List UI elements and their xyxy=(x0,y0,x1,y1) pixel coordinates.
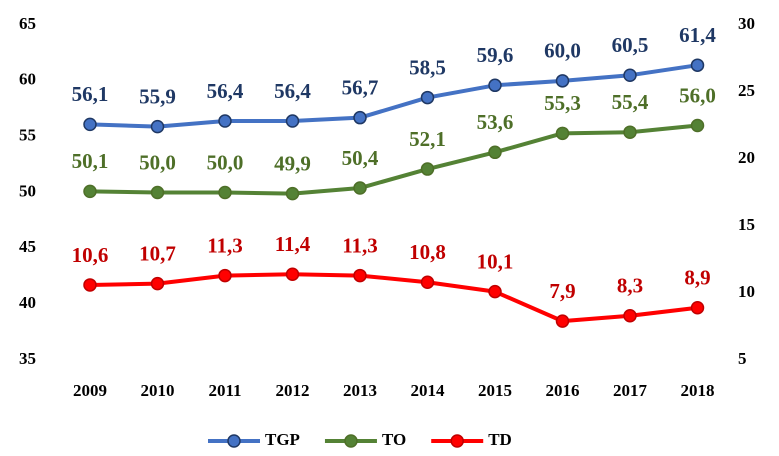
data-point xyxy=(218,268,232,283)
data-point xyxy=(690,300,705,315)
data-label: 56,4 xyxy=(274,79,311,103)
series-line xyxy=(89,123,698,196)
legend-label: TD xyxy=(488,430,512,449)
data-point xyxy=(488,78,502,93)
data-label: 50,1 xyxy=(72,149,109,173)
data-point xyxy=(690,118,705,133)
data-point xyxy=(218,114,232,128)
y2-tick-label: 20 xyxy=(738,148,755,167)
x-tick-label: 2010 xyxy=(141,381,175,400)
data-point xyxy=(150,185,165,200)
series-line xyxy=(89,63,698,129)
data-label: 56,4 xyxy=(207,79,244,103)
data-label: 10,6 xyxy=(72,243,109,267)
data-point xyxy=(285,267,300,281)
data-label: 50,0 xyxy=(207,150,244,174)
y2-tick-label: 5 xyxy=(738,349,747,368)
x-tick-label: 2011 xyxy=(208,381,241,400)
data-label: 11,3 xyxy=(207,233,243,257)
y-tick-label: 45 xyxy=(19,237,36,256)
data-label: 58,5 xyxy=(409,55,446,79)
data-label: 7,9 xyxy=(549,279,575,303)
y-tick-label: 60 xyxy=(19,70,36,89)
data-point xyxy=(690,58,705,72)
legend-marker xyxy=(344,434,358,448)
legend-marker xyxy=(450,434,464,448)
data-label: 11,4 xyxy=(275,232,311,256)
data-point xyxy=(285,186,300,201)
data-label: 8,3 xyxy=(617,274,643,298)
y2-tick-label: 30 xyxy=(738,14,755,33)
y-tick-label: 50 xyxy=(19,181,36,200)
data-point xyxy=(353,110,367,125)
data-label: 56,1 xyxy=(72,82,109,106)
x-tick-label: 2015 xyxy=(478,381,512,400)
data-label: 50,0 xyxy=(139,150,176,174)
data-point xyxy=(623,125,637,139)
data-point xyxy=(488,145,502,160)
y2-tick-label: 15 xyxy=(738,215,755,234)
legend-label: TO xyxy=(382,430,406,449)
y-tick-label: 55 xyxy=(19,126,36,145)
data-point xyxy=(555,314,570,328)
data-point xyxy=(420,275,435,290)
data-label: 59,6 xyxy=(477,43,514,67)
data-point xyxy=(420,90,435,105)
data-label: 49,9 xyxy=(274,151,311,175)
x-tick-label: 2014 xyxy=(411,381,446,400)
data-point xyxy=(555,74,570,88)
data-point xyxy=(285,114,300,128)
x-tick-label: 2009 xyxy=(73,381,107,400)
data-point xyxy=(623,68,637,82)
legend-marker xyxy=(227,434,241,448)
data-point xyxy=(218,185,232,200)
x-tick-label: 2013 xyxy=(343,381,377,400)
data-point xyxy=(488,284,502,299)
data-label: 55,4 xyxy=(612,90,649,114)
series-line xyxy=(89,272,698,324)
x-tick-label: 2012 xyxy=(276,381,310,400)
data-label: 55,3 xyxy=(544,91,581,115)
legend-label: TGP xyxy=(265,430,300,449)
data-point xyxy=(353,181,367,195)
data-point xyxy=(353,268,367,283)
data-point xyxy=(555,126,570,141)
data-point xyxy=(150,276,165,291)
data-label: 50,4 xyxy=(342,146,379,170)
data-point xyxy=(150,119,165,134)
y2-tick-label: 25 xyxy=(738,81,755,100)
data-point xyxy=(83,184,97,199)
data-label: 10,1 xyxy=(477,249,514,273)
data-point xyxy=(420,162,435,176)
data-point xyxy=(83,278,97,292)
data-label: 10,7 xyxy=(139,241,176,265)
data-label: 52,1 xyxy=(409,127,446,151)
y2-tick-label: 10 xyxy=(738,282,755,301)
data-point xyxy=(623,309,637,323)
data-label: 53,6 xyxy=(477,110,514,134)
y-tick-label: 35 xyxy=(19,349,36,368)
data-label: 60,0 xyxy=(544,39,581,63)
data-label: 11,3 xyxy=(342,233,378,257)
data-label: 10,8 xyxy=(409,240,446,264)
data-label: 61,4 xyxy=(679,23,716,47)
data-label: 56,7 xyxy=(342,75,379,99)
y-tick-label: 40 xyxy=(19,293,36,312)
x-tick-label: 2018 xyxy=(681,381,715,400)
data-label: 56,0 xyxy=(679,83,716,107)
data-label: 60,5 xyxy=(612,33,649,57)
x-tick-label: 2016 xyxy=(546,381,580,400)
y-tick-label: 65 xyxy=(19,14,36,33)
data-point xyxy=(83,117,97,132)
data-label: 55,9 xyxy=(139,84,176,108)
x-tick-label: 2017 xyxy=(613,381,648,400)
data-label: 8,9 xyxy=(684,266,710,290)
